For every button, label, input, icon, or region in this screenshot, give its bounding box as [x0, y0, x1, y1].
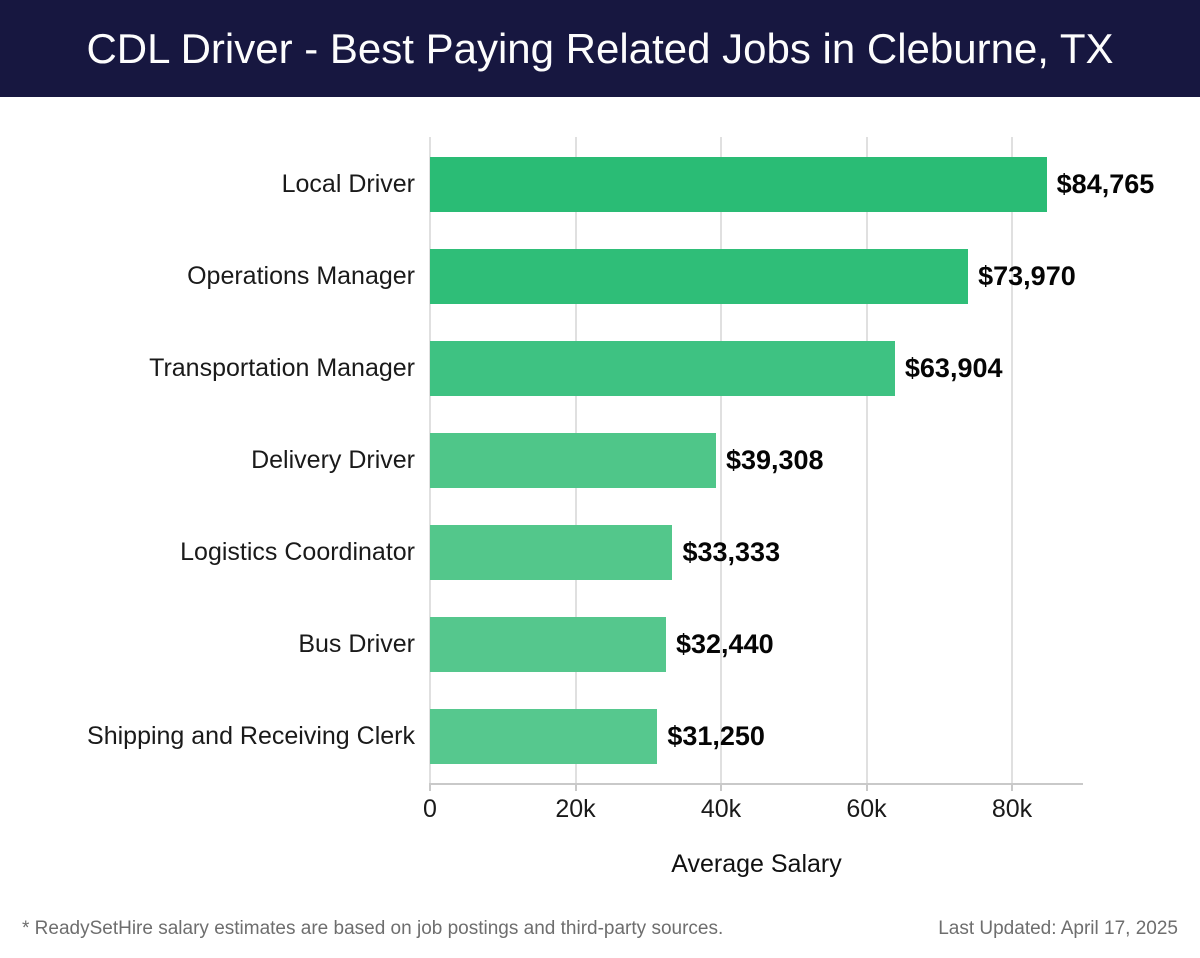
bar-value-label: $39,308 [725, 445, 824, 475]
x-axis-tick [429, 783, 431, 791]
x-axis-line [430, 783, 1083, 785]
bar [430, 433, 716, 488]
bar [430, 709, 658, 764]
bar-value-label: $33,333 [682, 537, 781, 567]
bar-value-label: $32,440 [676, 629, 774, 659]
x-tick-label: 80k [991, 795, 1033, 823]
bar-category-label: Delivery Driver [251, 446, 415, 474]
source-note: * ReadySetHire salary estimates are base… [22, 918, 724, 939]
bar-category-label: Bus Driver [298, 630, 415, 658]
x-axis-tick [1011, 783, 1013, 791]
x-tick-label: 60k [846, 795, 887, 823]
x-tick-label: 40k [700, 795, 742, 823]
bar-value-label: $84,765 [1056, 169, 1155, 199]
bar-value-label: $31,250 [667, 721, 765, 751]
page-title: CDL Driver - Best Paying Related Jobs in… [86, 24, 1114, 72]
last-updated: Last Updated: April 17, 2025 [938, 918, 1178, 939]
bar [430, 525, 673, 580]
bar-category-label: Local Driver [281, 170, 415, 198]
x-tick-label: 20k [555, 795, 596, 823]
x-axis-title: Average Salary [671, 850, 842, 878]
bar-value-label: $73,970 [978, 261, 1076, 291]
bar [430, 249, 969, 304]
bar [430, 617, 666, 672]
x-axis-tick [865, 783, 868, 791]
bar-category-label: Operations Manager [187, 262, 415, 290]
gridline [865, 137, 868, 783]
bar [430, 157, 1047, 212]
bar-category-label: Shipping and Receiving Clerk [87, 722, 415, 750]
bar-value-label: $63,904 [904, 353, 1003, 383]
title-bar: CDL Driver - Best Paying Related Jobs in… [0, 0, 1200, 97]
x-axis-tick [720, 783, 722, 791]
bar [430, 341, 895, 396]
x-axis-tick [574, 783, 577, 791]
gridline [1011, 137, 1013, 783]
x-tick-label: 0 [423, 795, 437, 823]
gridline [720, 137, 722, 783]
bar-category-label: Logistics Coordinator [180, 538, 415, 566]
bar-category-label: Transportation Manager [149, 354, 415, 382]
